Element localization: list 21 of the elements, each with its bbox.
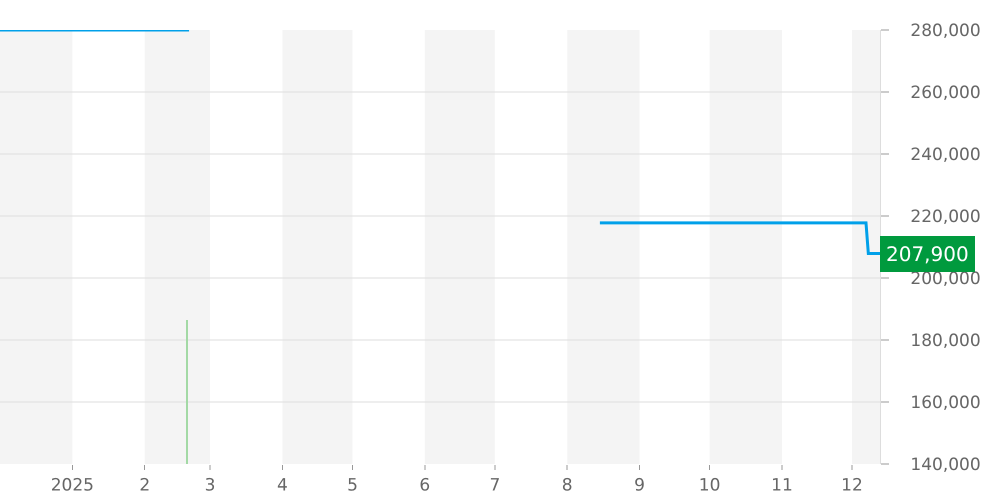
y-tick-label: 140,000 — [910, 454, 981, 475]
x-tick-label: 4 — [277, 475, 288, 496]
x-tick-label: 7 — [489, 475, 500, 496]
x-tick-label: 12 — [841, 475, 863, 496]
x-tick-label: 3 — [204, 475, 216, 496]
x-tick-label: 6 — [419, 475, 430, 496]
x-tick-label: 11 — [771, 475, 793, 496]
y-tick-label: 240,000 — [910, 144, 981, 165]
annotation: 207,900 — [886, 242, 969, 266]
x-tick-label: 8 — [562, 475, 573, 496]
y-tick-label: 280,000 — [910, 20, 981, 41]
x-tick-label: 2025 — [50, 475, 94, 496]
x-tick-label: 5 — [347, 475, 358, 496]
x-tick-label: 2 — [139, 475, 150, 496]
y-tick-label: 220,000 — [910, 206, 981, 227]
y-tick-label: 160,000 — [910, 392, 981, 413]
y-tick-label: 200,000 — [910, 268, 981, 289]
y-tick-label: 260,000 — [910, 82, 981, 103]
x-tick-label: 9 — [634, 475, 645, 496]
y-tick-label: 180,000 — [910, 330, 981, 351]
x-tick-label: 10 — [698, 475, 720, 496]
